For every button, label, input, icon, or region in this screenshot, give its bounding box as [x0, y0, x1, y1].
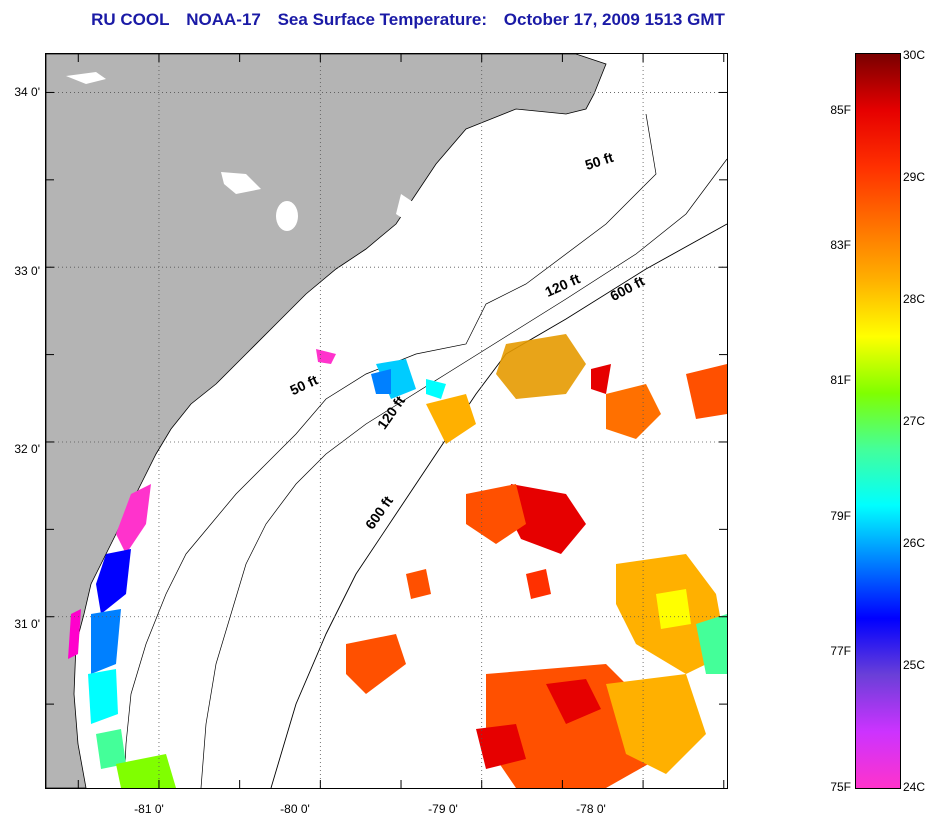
title-date: October 17, 2009 1513 GMT	[503, 10, 725, 29]
isobath-label-50-south: 50 ft	[287, 371, 320, 398]
lake	[276, 201, 298, 231]
lon-label-78: -78 0'	[576, 802, 606, 816]
colorbar-c-28: 28C	[903, 292, 926, 306]
lat-label-34: 34 0'	[14, 85, 40, 99]
lat-label-33: 33 0'	[14, 264, 40, 278]
lon-label-79: -79 0'	[428, 802, 458, 816]
colorbar-f-81: 81F	[830, 373, 851, 387]
lon-label-80: -80 0'	[280, 802, 310, 816]
map-title: RU COOL NOAA-17 Sea Surface Temperature:…	[0, 10, 816, 30]
sst-map: 50 ft 120 ft 600 ft 50 ft 120 ft 600 ft	[45, 53, 728, 789]
lake	[66, 72, 106, 84]
isobath-600	[270, 223, 727, 788]
lake	[221, 172, 261, 194]
colorbar-f-85: 85F	[830, 103, 851, 117]
colorbar-c-26: 26C	[903, 536, 926, 550]
lake	[396, 194, 416, 224]
colorbar-f-77: 77F	[830, 644, 851, 658]
lat-label-32: 32 0'	[14, 442, 40, 456]
graticule	[46, 54, 727, 788]
colorbar-c-29: 29C	[903, 170, 926, 184]
lon-label-81: -81 0'	[134, 802, 164, 816]
sst-patches	[68, 334, 727, 788]
lat-label-31: 31 0'	[14, 617, 40, 631]
colorbar-c-27: 27C	[903, 414, 926, 428]
shelf-line	[200, 158, 727, 788]
isobath-label-50-north: 50 ft	[583, 149, 616, 173]
isobath-label-600-north: 600 ft	[607, 273, 647, 304]
colorbar-c-25: 25C	[903, 658, 926, 672]
temperature-colorbar	[855, 53, 901, 789]
colorbar-c-30: 30C	[903, 48, 926, 62]
isobath-label-120-south: 120 ft	[374, 393, 408, 432]
title-satellite: NOAA-17	[186, 10, 261, 29]
colorbar-f-75: 75F	[830, 780, 851, 794]
colorbar-f-83: 83F	[830, 238, 851, 252]
map-canvas: 50 ft 120 ft 600 ft 50 ft 120 ft 600 ft	[46, 54, 727, 788]
coastline	[123, 113, 657, 788]
colorbar-c-24: 24C	[903, 780, 926, 794]
title-product: Sea Surface Temperature:	[277, 10, 488, 29]
colorbar-f-79: 79F	[830, 509, 851, 523]
isobath-label-600-south: 600 ft	[362, 493, 396, 532]
isobath-label-120-north: 120 ft	[542, 270, 582, 300]
title-source: RU COOL	[91, 10, 170, 29]
